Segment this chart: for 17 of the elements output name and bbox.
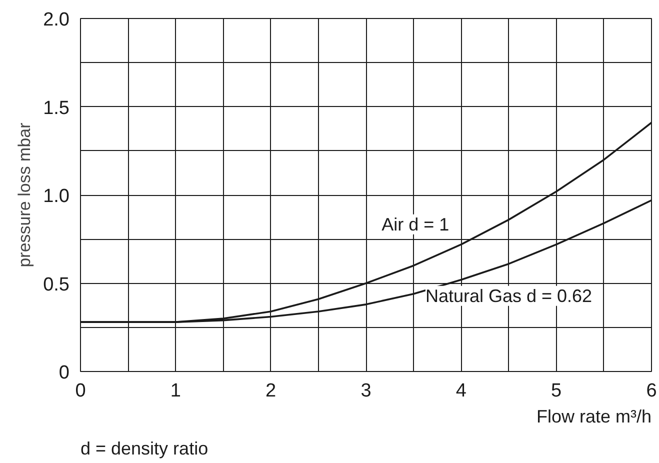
y-tick-label: 1.5 <box>43 98 70 119</box>
x-tick-label: 4 <box>456 380 467 402</box>
series-label: Natural Gas d = 0.62 <box>425 286 592 306</box>
y-tick-label: 1.0 <box>43 186 70 207</box>
y-tick-label: 0.5 <box>43 274 70 296</box>
text: d = density ratio <box>80 438 208 458</box>
y-axis-title: pressure loss mbar <box>15 122 34 268</box>
x-tick-label: 6 <box>646 380 657 402</box>
x-axis-title: Flow rate m³/h <box>536 406 652 426</box>
y-tick-label: 0 <box>58 362 70 384</box>
x-tick-label: 1 <box>170 380 181 402</box>
x-tick-label: 5 <box>551 380 562 402</box>
y-tick-label: 2.0 <box>43 10 70 30</box>
x-tick-label: 3 <box>360 380 372 402</box>
x-tick-label: 0 <box>75 380 86 402</box>
series-label: Air d = 1 <box>382 214 450 234</box>
x-tick-label: 2 <box>266 380 276 402</box>
